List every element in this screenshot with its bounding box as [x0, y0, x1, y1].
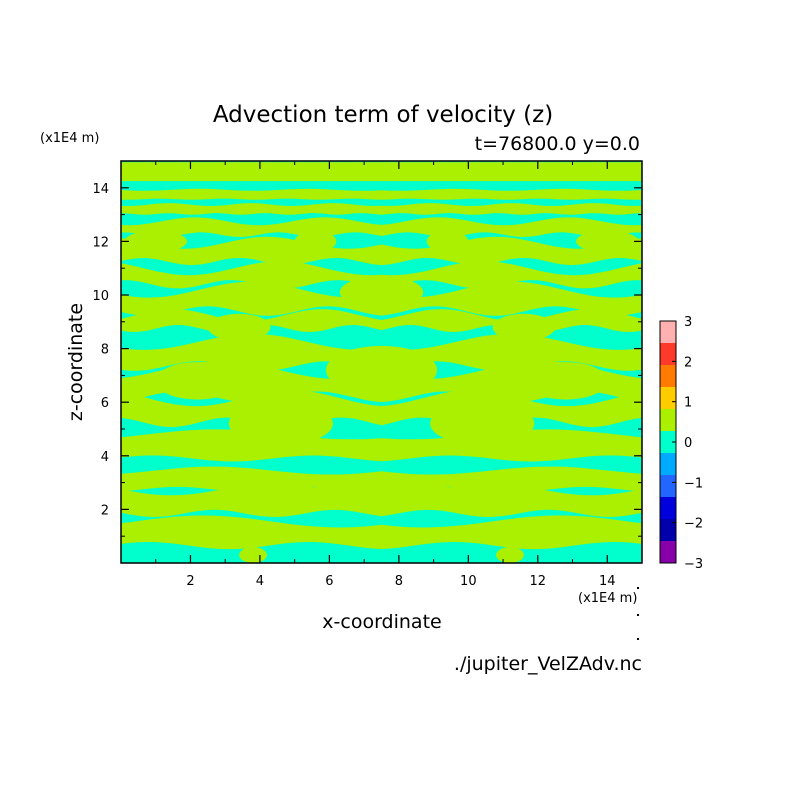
- plot-frame: [120, 160, 643, 564]
- y-tick-label: 8: [101, 343, 109, 358]
- colorbar-label: −1: [684, 476, 703, 491]
- colorbar-segment: [660, 321, 676, 344]
- positive-contour-blob: [523, 362, 608, 400]
- x-tick-label: 10: [460, 574, 477, 589]
- positive-contour-blob: [207, 313, 271, 341]
- marker-dot: [637, 638, 639, 640]
- positive-contour-blob: [124, 230, 187, 253]
- positive-contour-blob: [239, 547, 267, 563]
- colorbar-segment: [660, 409, 676, 432]
- x-tick-label: 8: [395, 574, 403, 589]
- x-tick-label: 6: [325, 574, 333, 589]
- positive-contour-region: [121, 188, 642, 200]
- colorbar-segment: [660, 365, 676, 388]
- positive-contour-blob: [576, 230, 639, 253]
- y-axis-title: z-coordinate: [65, 303, 87, 421]
- x-tick-label: 12: [530, 574, 547, 589]
- chart-subtitle: t=76800.0 y=0.0: [475, 133, 640, 155]
- colorbar-label: 1: [684, 396, 692, 411]
- y-tick-label: 6: [101, 396, 109, 411]
- colorbar-label: 0: [684, 436, 692, 451]
- y-axis-ticks: 2 4 6 8 10 12 14: [92, 182, 642, 537]
- marker-dot: [637, 614, 639, 616]
- y-tick-label: 10: [92, 289, 109, 304]
- colorbar-label: 2: [684, 355, 692, 370]
- x-axis-title: x-coordinate: [322, 611, 441, 633]
- x-axis-ticks: 2 4 6 8 10 12 14: [155, 161, 616, 589]
- positive-contour-blob: [228, 402, 333, 445]
- y-tick-label: 14: [92, 182, 109, 197]
- y-unit-label: (x1E4 m): [40, 131, 99, 146]
- positive-contour-blob: [155, 362, 240, 400]
- x-tick-label: 14: [599, 574, 616, 589]
- marker-dot: [637, 587, 639, 589]
- colorbar: 3 2 1 0 −1 −2 −3: [659, 315, 703, 572]
- x-tick-label: 4: [256, 574, 264, 589]
- positive-contour-blob: [325, 345, 438, 395]
- x-unit-label: (x1E4 m): [578, 591, 637, 606]
- contour-field: [121, 161, 642, 563]
- colorbar-segment: [660, 453, 676, 476]
- colorbar-label: 3: [684, 315, 692, 330]
- colorbar-segment: [660, 475, 676, 498]
- y-tick-label: 4: [101, 450, 109, 465]
- positive-contour-region: [121, 162, 642, 182]
- positive-contour-region: [121, 515, 642, 550]
- positive-contour-region: [121, 203, 642, 215]
- x-tick-label: 2: [186, 574, 194, 589]
- colorbar-segment: [660, 519, 676, 542]
- colorbar-segment: [660, 431, 676, 454]
- positive-contour-blob: [294, 230, 337, 253]
- colorbar-segment: [660, 343, 676, 366]
- colorbar-segment: [660, 497, 676, 520]
- colorbar-segment: [660, 541, 676, 564]
- positive-contour-blob: [426, 230, 469, 253]
- positive-band-regions: [121, 162, 642, 563]
- colorbar-label: −3: [684, 557, 703, 572]
- positive-contour-blob: [492, 313, 556, 341]
- source-filename: ./jupiter_VelZAdv.nc: [454, 653, 642, 675]
- colorbar-label: −2: [684, 517, 703, 532]
- positive-contour-region: [121, 236, 642, 266]
- positive-contour-blob: [339, 276, 424, 309]
- y-tick-label: 2: [101, 503, 109, 518]
- positive-contour-blob: [430, 402, 535, 445]
- y-tick-label: 12: [92, 235, 109, 250]
- colorbar-segment: [660, 387, 676, 410]
- positive-contour-blob: [294, 483, 469, 503]
- positive-contour-blob: [496, 547, 524, 563]
- chart-title: Advection term of velocity (z): [213, 102, 553, 128]
- positive-contour-region: [121, 217, 642, 238]
